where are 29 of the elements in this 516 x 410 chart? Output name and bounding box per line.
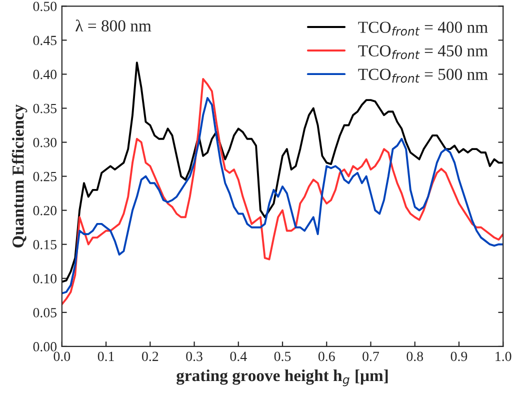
x-tick-label: 0.4: [230, 352, 247, 362]
legend-label: TCO$_{front}$ = 500 nm: [358, 68, 488, 83]
y-tick-label: 0.20: [33, 206, 57, 216]
y-axis-title: Quantum Efficiency: [12, 104, 28, 248]
x-tick-label: 0.1: [98, 352, 114, 362]
x-axis-title: grating groove height h$_{g}$ [μm]: [176, 369, 388, 386]
legend-label: TCO$_{front}$ = 450 nm: [358, 45, 488, 60]
x-tick-label: 0.0: [54, 352, 70, 362]
y-tick-label: 0.05: [33, 308, 57, 318]
x-tick-label: 0.5: [274, 352, 291, 362]
x-tick-label: 0.9: [450, 352, 468, 362]
y-tick-label: 0.50: [33, 2, 57, 12]
legend-label: TCO$_{front}$ = 400 nm: [358, 22, 488, 36]
y-tick-label: 0.00: [33, 342, 57, 352]
x-tick-label: 0.7: [362, 352, 380, 362]
line-series: [62, 62, 504, 283]
y-tick-label: 0.40: [33, 70, 57, 80]
x-tick-label: 0.6: [318, 352, 335, 362]
y-tick-label: 0.35: [33, 104, 57, 114]
y-tick-label: 0.15: [33, 240, 57, 250]
annotation: λ = 800 nm: [76, 20, 152, 32]
x-tick-label: 0.2: [142, 352, 158, 362]
y-tick-label: 0.30: [33, 138, 57, 148]
y-tick-label: 0.10: [33, 274, 57, 284]
x-tick-label: 0.8: [406, 352, 424, 362]
x-tick-label: 0.3: [186, 352, 202, 362]
y-tick-label: 0.45: [33, 36, 57, 46]
y-tick-label: 0.25: [33, 172, 57, 182]
x-tick-label: 1.0: [496, 352, 512, 362]
